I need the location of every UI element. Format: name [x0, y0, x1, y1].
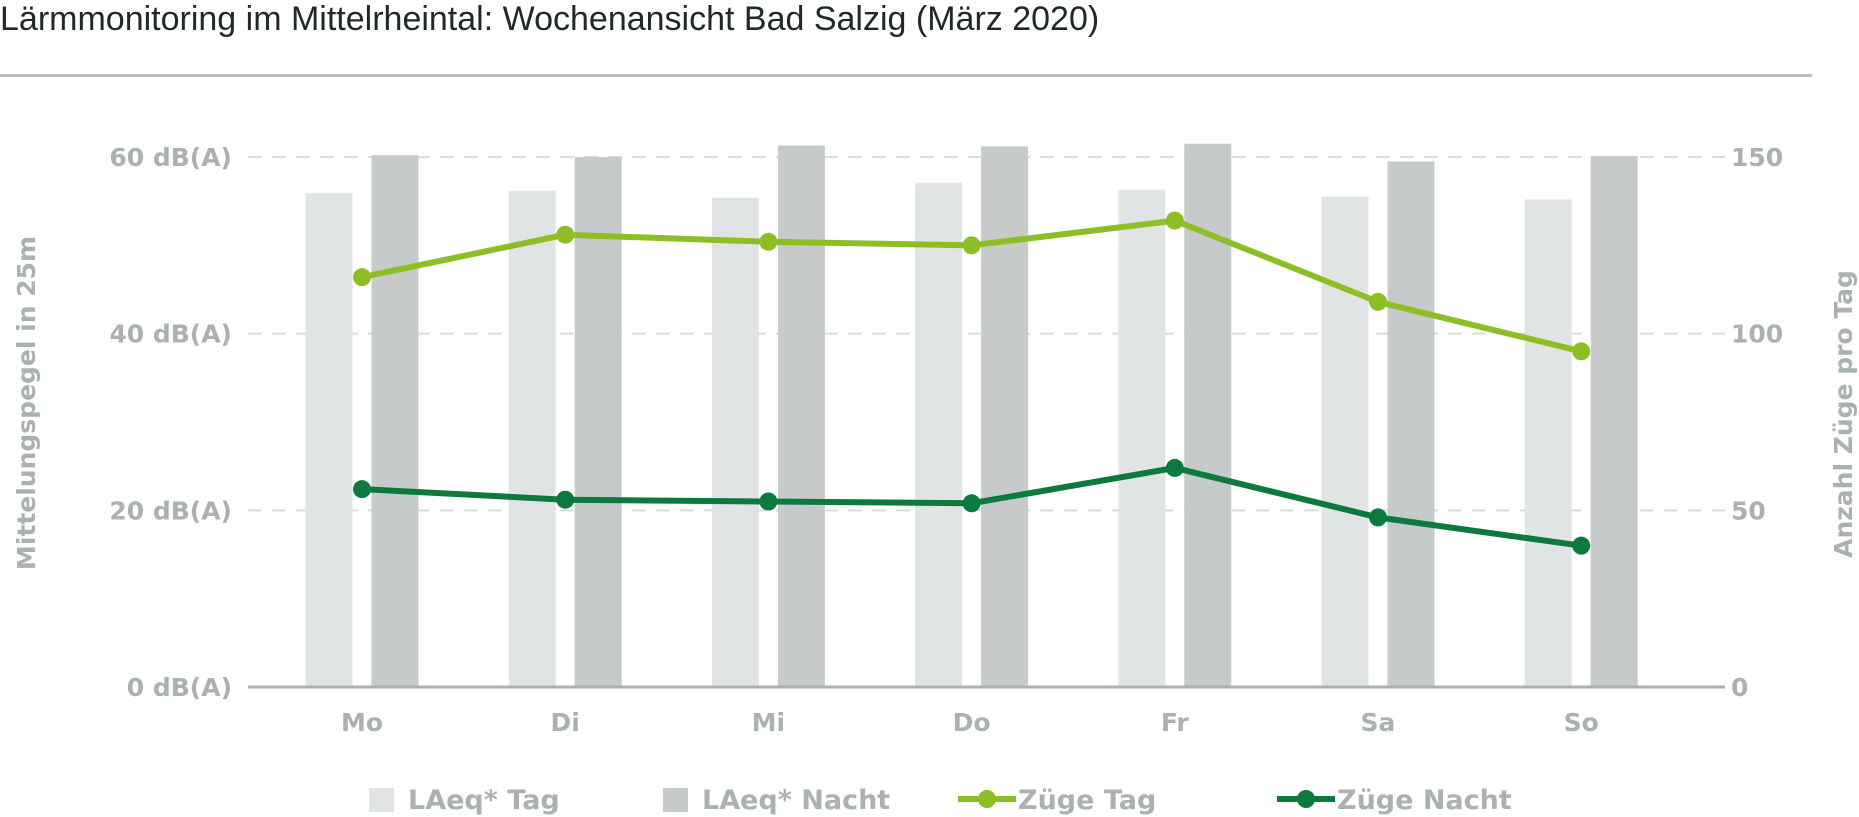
bar-nacht: [1590, 156, 1638, 687]
axis-layer: 0 dB(A) 20 dB(A) 40 dB(A) 60 dB(A) 0 50 100 150…: [12, 143, 1858, 737]
data-point: [1165, 458, 1184, 477]
data-point: [1572, 536, 1591, 555]
x-tick-label: Di: [551, 708, 580, 737]
bar-nacht: [1387, 161, 1435, 687]
y-right-axis-label: Anzahl Züge pro Tag: [1829, 270, 1858, 558]
x-tick-label: So: [1564, 708, 1599, 737]
data-point: [1165, 211, 1184, 230]
bar-tag: [915, 182, 963, 687]
data-point: [1369, 292, 1387, 311]
legend-swatch: [663, 788, 688, 812]
legend-layer: LAeq* Tag LAeq* Nacht Züge Tag Züge Nacht: [369, 785, 1512, 816]
data-point: [1369, 508, 1387, 527]
y-right-tick-label: 100: [1731, 320, 1783, 349]
data-point: [759, 492, 778, 511]
y-left-tick-label: 40 dB(A): [109, 320, 232, 349]
grid-layer: [248, 156, 1725, 512]
x-tick-label: Sa: [1361, 708, 1396, 737]
y-left-axis-label: Mittelungspegel in 25m: [12, 236, 41, 570]
bar-nacht: [777, 145, 825, 687]
bar-tag: [711, 197, 759, 687]
bar-tag: [305, 193, 353, 687]
legend-label: LAeq* Nacht: [702, 785, 890, 816]
bar-nacht: [574, 157, 622, 687]
y-right-tick-label: 50: [1731, 496, 1766, 525]
data-point: [353, 268, 371, 287]
bar-layer: [305, 143, 1638, 688]
legend-marker: [1297, 790, 1315, 808]
legend-label: Züge Tag: [1018, 785, 1156, 816]
y-left-tick-label: 60 dB(A): [109, 143, 232, 172]
data-point: [962, 494, 981, 513]
chart-title: Lärmmonitoring im Mittelrheintal: Wochen…: [0, 0, 1100, 38]
data-point: [556, 225, 575, 244]
y-right-tick-label: 0: [1731, 673, 1748, 702]
bar-tag: [1118, 189, 1166, 687]
data-point: [1572, 342, 1591, 361]
bar-nacht: [371, 155, 419, 687]
bar-tag: [1321, 196, 1369, 687]
bar-nacht: [981, 146, 1029, 687]
data-point: [759, 232, 778, 251]
y-left-tick-label: 0 dB(A): [127, 673, 232, 702]
x-tick-label: Fr: [1161, 708, 1189, 737]
x-tick-label: Do: [953, 708, 991, 737]
title-divider: [0, 74, 1812, 77]
data-point: [962, 236, 981, 255]
x-tick-label: Mi: [752, 708, 785, 737]
x-tick-label: Mo: [341, 708, 383, 737]
legend-label: Züge Nacht: [1337, 785, 1512, 816]
legend-marker: [978, 790, 996, 808]
legend-label: LAeq* Tag: [408, 785, 560, 816]
y-right-tick-label: 150: [1731, 143, 1783, 172]
bar-tag: [1524, 199, 1572, 687]
bar-tag: [508, 190, 556, 688]
data-point: [353, 480, 371, 499]
y-left-tick-label: 20 dB(A): [109, 496, 232, 525]
data-point: [556, 490, 575, 509]
legend-swatch: [369, 788, 394, 812]
line-layer: [353, 211, 1591, 555]
